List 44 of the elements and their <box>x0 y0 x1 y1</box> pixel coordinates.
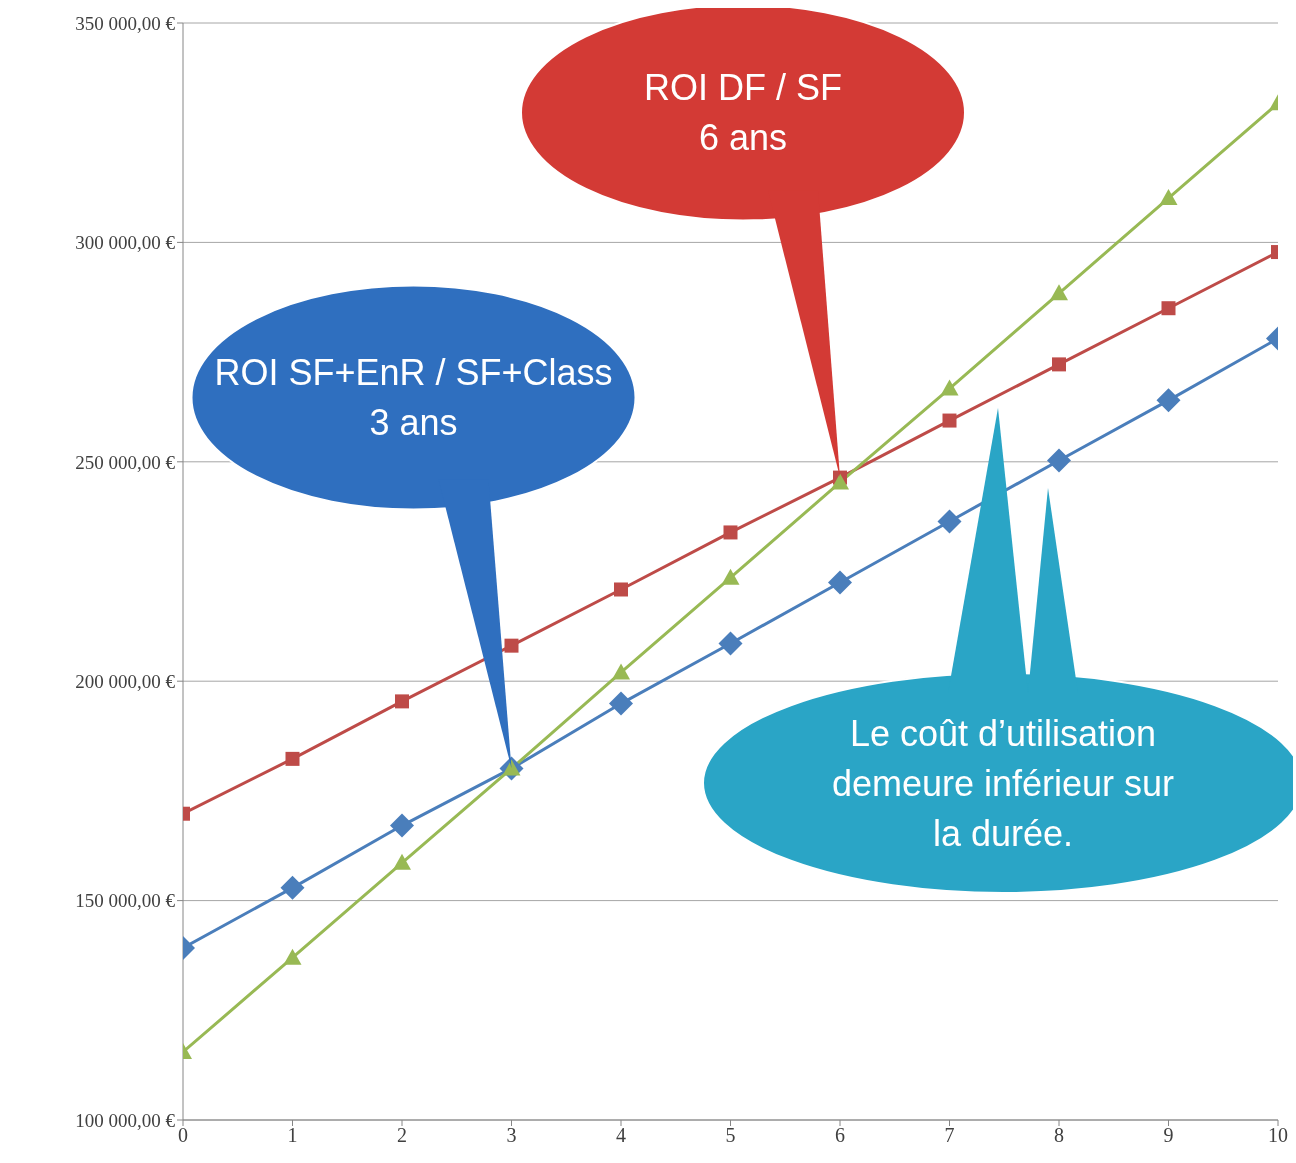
y-tick-label: 200 000,00 € <box>75 670 176 692</box>
x-tick-label: 4 <box>616 1124 626 1147</box>
point <box>723 525 738 540</box>
x-tick-label: 6 <box>835 1124 845 1147</box>
point <box>1161 301 1176 316</box>
point <box>1047 448 1071 473</box>
y-tick-label: 300 000,00 € <box>75 232 176 254</box>
point <box>285 751 300 766</box>
point <box>718 631 743 656</box>
annotation: ROI DF / SF 6 ans <box>644 67 842 159</box>
point <box>393 853 411 870</box>
x-tick-label: 9 <box>1163 1124 1174 1147</box>
point <box>1156 388 1181 413</box>
x-tick-label: 8 <box>1054 1124 1064 1147</box>
x-tick-label: 5 <box>725 1124 736 1147</box>
point <box>283 948 302 965</box>
point <box>504 638 519 653</box>
point <box>828 570 852 595</box>
point <box>940 379 959 396</box>
y-tick-label: 250 000,00 € <box>75 451 176 473</box>
point <box>721 568 740 585</box>
annotation: ROI SF+EnR / SF+Class 3 ans <box>214 352 613 444</box>
x-tick-label: 1 <box>287 1124 298 1147</box>
point <box>280 875 305 900</box>
point <box>609 691 633 716</box>
point <box>390 813 414 838</box>
x-tick-label: 3 <box>506 1124 517 1147</box>
point <box>395 694 409 709</box>
point <box>614 582 628 597</box>
y-tick-label: 350 000,00 € <box>75 12 176 34</box>
x-tick-label: 7 <box>944 1124 955 1147</box>
y-tick-label: 100 000,00 € <box>75 1109 176 1131</box>
point <box>942 413 957 428</box>
point <box>831 473 849 490</box>
point <box>1159 189 1178 206</box>
annotation: Le coût d’utilisation demeure inférieur sur la durée. <box>831 712 1175 854</box>
y-tick-label: 150 000,00 € <box>75 890 176 912</box>
x-tick-label: 2 <box>397 1124 407 1147</box>
x-tick-label: 0 <box>178 1124 188 1147</box>
point <box>1050 284 1068 301</box>
point <box>937 509 962 534</box>
point <box>612 663 630 680</box>
x-tick-label: 10 <box>1268 1124 1288 1147</box>
point <box>1052 357 1066 372</box>
